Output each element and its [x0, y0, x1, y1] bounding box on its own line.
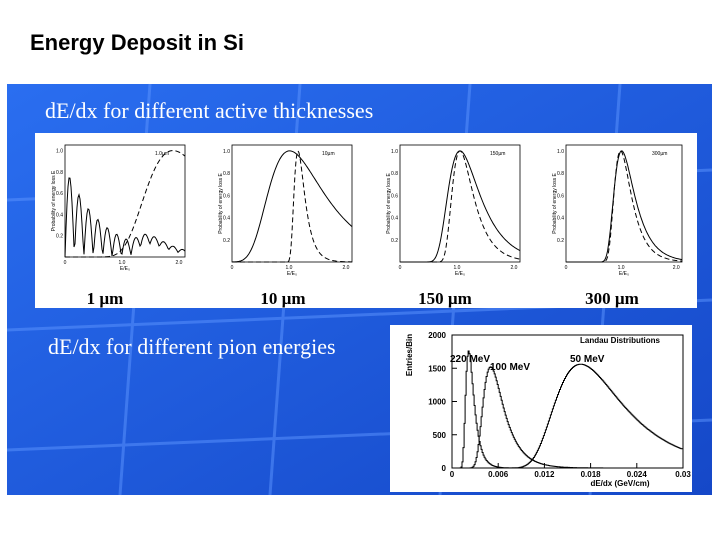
plot-annotation: 150µm: [490, 151, 505, 157]
x-tick-label: 1.0: [618, 265, 625, 271]
y-tick-label: 1.0: [557, 149, 564, 155]
y-tick-label: 0.4: [557, 216, 564, 222]
thickness-label: 10 µm: [260, 289, 305, 308]
x-axis-label: E/E₀: [120, 266, 130, 272]
y-axis-label: Probability of energy loss E: [51, 170, 57, 231]
x-tick-label: 0.03: [675, 470, 691, 479]
y-tick-label: 0.6: [391, 193, 398, 199]
curve: [65, 150, 186, 258]
curve-label: 50 MeV: [570, 354, 605, 365]
y-tick-label: 1.0: [223, 149, 230, 155]
y-tick-label: 0.2: [223, 238, 230, 244]
x-tick-label: 1.0: [286, 265, 293, 271]
y-tick-label: 1.0: [391, 149, 398, 155]
x-axis-label: dE/dx (GeV/cm): [590, 479, 649, 488]
x-tick-label: 0.012: [534, 470, 555, 479]
y-tick-label: 0.8: [223, 171, 230, 177]
x-axis-label: E/E₀: [287, 271, 297, 277]
x-tick-label: 0: [450, 470, 455, 479]
histogram: [452, 366, 682, 469]
y-tick-label: 1500: [428, 364, 446, 373]
y-tick-label: 0.2: [56, 234, 63, 240]
y-tick-label: 0.2: [391, 238, 398, 244]
curve: [232, 149, 352, 263]
y-tick-label: 0: [442, 464, 447, 473]
curve: [566, 150, 683, 263]
y-tick-label: 1000: [428, 398, 446, 407]
heading: dE/dx for different active thicknesses: [45, 98, 373, 123]
thickness-label: 150 µm: [418, 289, 472, 308]
y-tick-label: 0.6: [223, 193, 230, 199]
curve: [231, 150, 353, 263]
y-tick-label: 500: [433, 431, 447, 440]
plot-frame: [231, 144, 353, 263]
y-tick-label: 0.4: [223, 216, 230, 222]
x-tick-label: 0.024: [627, 470, 648, 479]
x-tick-label: 2.0: [343, 265, 350, 271]
curve-label: 100 MeV: [490, 362, 530, 373]
x-tick-label: 0: [565, 265, 568, 271]
x-tick-label: 0: [399, 265, 402, 271]
y-axis-label: Probability of energy loss E: [552, 173, 558, 234]
y-tick-label: 0.6: [557, 193, 564, 199]
slide-title: Energy Deposit in Si: [30, 30, 244, 55]
plots-panel: [35, 133, 697, 308]
thickness-label: 1 µm: [87, 289, 124, 308]
y-tick-label: 0.4: [56, 212, 63, 218]
y-tick-label: 0.8: [557, 171, 564, 177]
x-tick-label: 1.0: [454, 265, 461, 271]
x-tick-label: 1.0: [119, 260, 126, 266]
y-tick-label: 0.8: [391, 171, 398, 177]
y-tick-label: 0.8: [56, 170, 63, 176]
plot-frame: [64, 144, 186, 258]
x-tick-label: 2.0: [673, 265, 680, 271]
plot-annotation: 10µm: [322, 151, 335, 157]
plot-frame: [565, 144, 683, 263]
y-tick-label: 0.2: [557, 238, 564, 244]
x-tick-label: 2.0: [176, 260, 183, 266]
y-axis-label: Entries/Bin: [405, 334, 414, 376]
histogram: [452, 363, 683, 469]
x-tick-label: 0: [231, 265, 234, 271]
x-tick-label: 0.006: [488, 470, 509, 479]
x-tick-label: 0: [64, 260, 67, 266]
plot-annotation: 1.0µm: [155, 151, 169, 157]
y-tick-label: 0.4: [391, 216, 398, 222]
y-tick-label: 1.0: [56, 149, 63, 155]
thickness-label: 300 µm: [585, 289, 639, 308]
plot-title: Landau Distributions: [580, 336, 661, 345]
y-tick-label: 2000: [428, 331, 446, 340]
curve: [64, 177, 186, 258]
y-tick-label: 0.6: [56, 191, 63, 197]
y-axis-label: Probability of energy loss E: [218, 173, 224, 234]
y-axis-label: Probability of energy loss E: [386, 173, 392, 234]
x-axis-label: E/E₀: [455, 271, 465, 277]
landau-panel: [390, 325, 692, 492]
x-axis-label: E/E₀: [619, 271, 629, 277]
curve-label: 220 MeV: [450, 354, 490, 365]
heading: dE/dx for different pion energies: [48, 334, 336, 359]
x-tick-label: 0.018: [581, 470, 602, 479]
plot-annotation: 300µm: [652, 151, 667, 157]
x-tick-label: 2.0: [511, 265, 518, 271]
plot-frame: [399, 144, 521, 263]
curve: [400, 150, 521, 263]
